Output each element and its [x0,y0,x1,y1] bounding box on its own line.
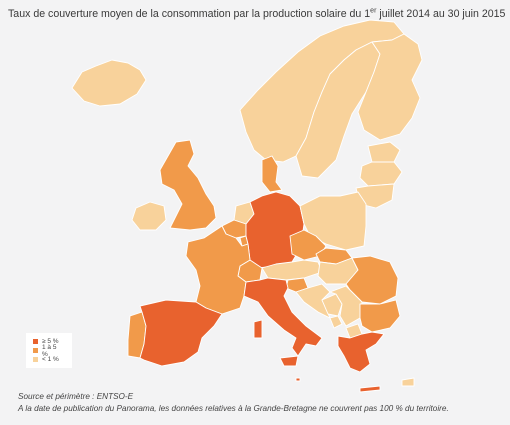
country-latvia [359,161,403,187]
country-greece [337,331,385,373]
legend-item-mid: 1 à 5 % [33,343,64,358]
map-title: Taux de couverture moyen de la consommat… [8,7,506,20]
country-italy-sicily [279,355,299,367]
footer: Source et périmètre : ENTSO-E A la date … [18,391,506,415]
country-iceland [71,59,147,107]
country-cyprus [401,377,415,387]
legend-label-high: ≥ 5 % [42,338,59,345]
country-italy-sardinia [253,319,263,339]
legend-swatch-mid [33,348,38,353]
country-spain [139,299,223,367]
country-france [185,225,251,315]
legend-swatch-low [33,357,38,362]
country-malta [295,377,301,382]
country-montenegro [329,315,343,329]
coverage-note: A la date de publication du Panorama, le… [18,404,449,413]
country-ireland [131,201,167,231]
legend-label-mid: 1 à 5 % [42,343,57,358]
source-note: Source et périmètre : ENTSO-E [18,392,134,401]
country-germany [245,191,305,269]
country-serbia [329,285,363,327]
country-bosnia [321,293,343,317]
country-italy [243,277,323,357]
legend: ≥ 5 % 1 à 5 % < 1 % [26,333,72,368]
country-denmark [261,155,283,193]
country-bulgaria [359,299,401,333]
country-finland [357,33,423,141]
country-greece-crete [359,385,381,393]
legend-item-high: ≥ 5 % [33,337,64,346]
legend-swatch-high [33,339,38,344]
country-united-kingdom [159,139,217,231]
legend-item-low: < 1 % [33,355,64,364]
legend-label-low: < 1 % [42,356,59,363]
country-estonia [367,141,401,163]
